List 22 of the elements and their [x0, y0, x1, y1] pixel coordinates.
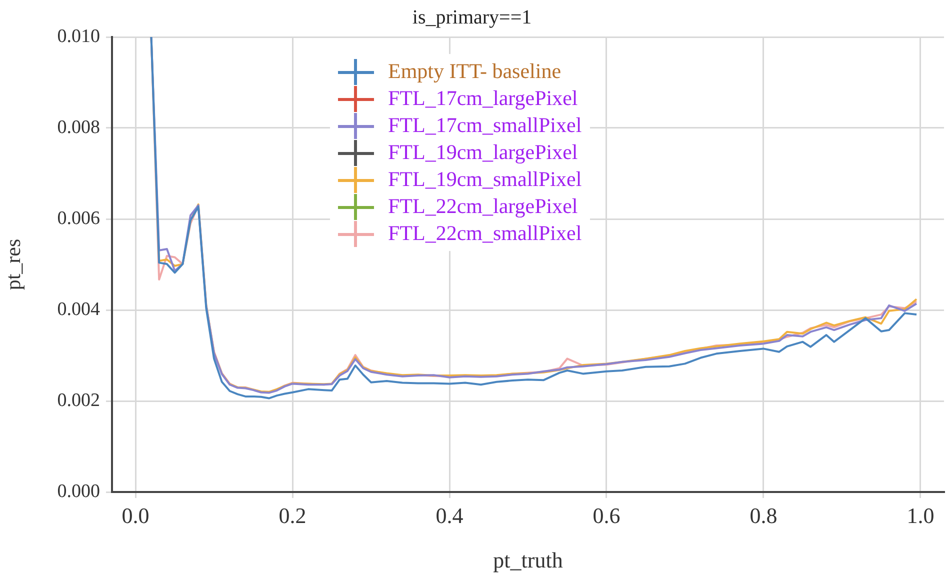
legend-label: FTL_17cm_smallPixel [388, 113, 582, 138]
y-tick-label: 0.000 [57, 480, 100, 502]
y-tick-label: 0.010 [57, 26, 100, 47]
chart-title: is_primary==1 [412, 6, 532, 28]
x-tick-label: 0.4 [436, 502, 464, 528]
legend-label: FTL_22cm_smallPixel [388, 221, 582, 246]
y-tick-label: 0.006 [57, 208, 100, 229]
legend-label: FTL_19cm_largePixel [388, 140, 578, 165]
y-axis-title: pt_res [1, 238, 26, 290]
x-tick-label: 1.0 [906, 502, 934, 528]
x-tick-label: 0.2 [278, 502, 306, 528]
y-tick-label: 0.002 [57, 390, 100, 411]
legend-label: FTL_17cm_largePixel [388, 86, 578, 111]
x-tick-label: 0.0 [122, 502, 150, 528]
y-tick-label: 0.008 [57, 116, 100, 138]
legend-label: Empty ITT- baseline [388, 59, 562, 84]
y-tick-label: 0.004 [57, 298, 100, 320]
x-tick-label: 0.8 [750, 502, 778, 528]
legend-label: FTL_22cm_largePixel [388, 194, 578, 219]
legend-label: FTL_19cm_smallPixel [388, 167, 582, 192]
x-axis-title: pt_truth [493, 548, 563, 573]
x-tick-label: 0.6 [592, 502, 620, 528]
